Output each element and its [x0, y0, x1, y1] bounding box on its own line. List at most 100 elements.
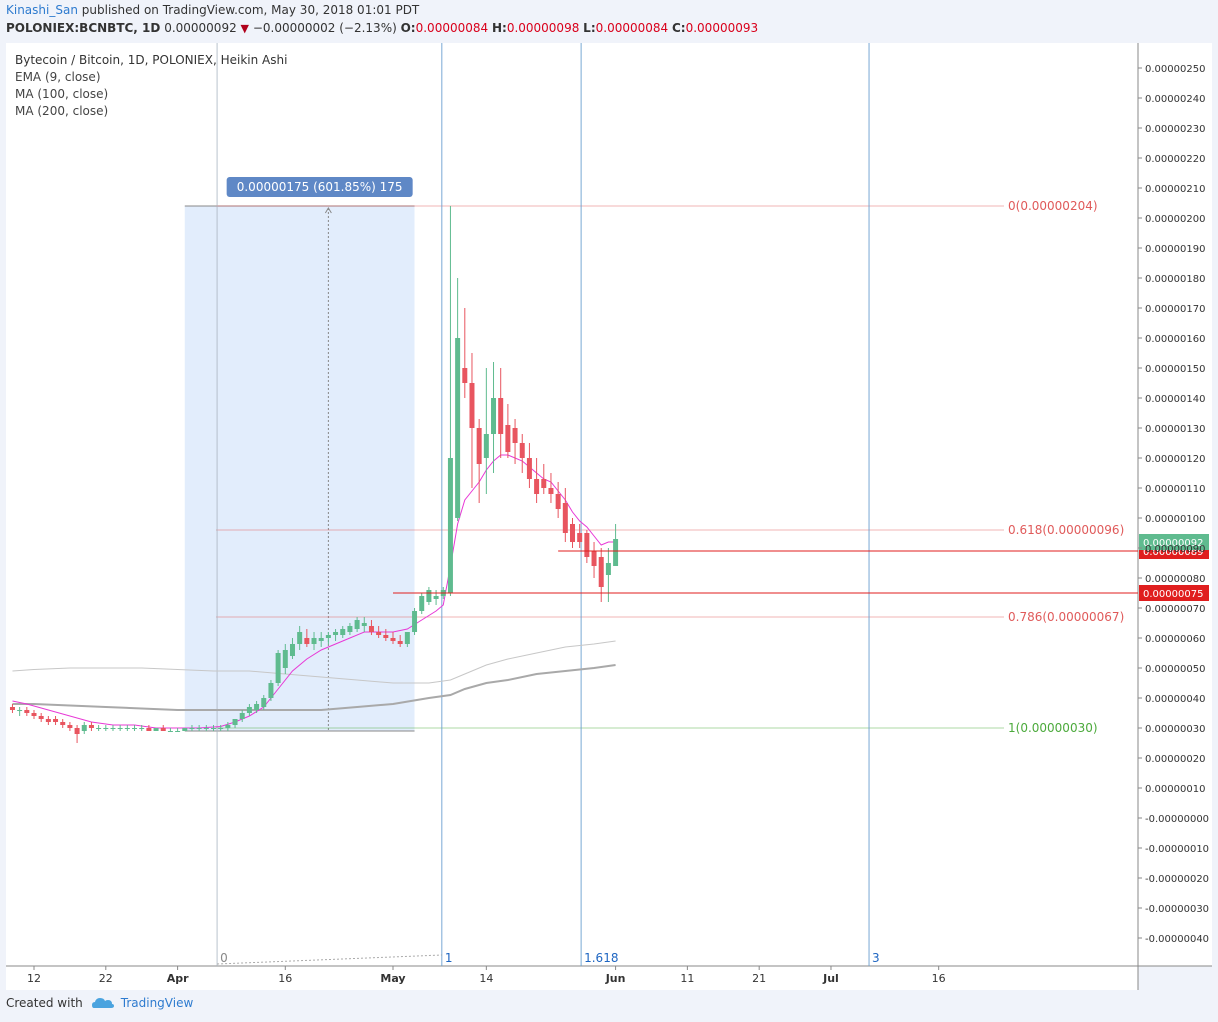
candle-body[interactable]: [304, 638, 310, 644]
candle-body[interactable]: [153, 728, 159, 731]
candle-body[interactable]: [598, 557, 604, 587]
candle-body[interactable]: [110, 728, 116, 729]
candle-body[interactable]: [103, 728, 109, 729]
candle-body[interactable]: [519, 443, 525, 458]
time-fib-trend: [217, 954, 442, 965]
candle-body[interactable]: [383, 635, 389, 638]
candle-body[interactable]: [469, 383, 475, 428]
brand-name[interactable]: TradingView: [120, 996, 194, 1010]
candle-body[interactable]: [455, 338, 461, 518]
candle-body[interactable]: [613, 539, 619, 566]
legend-ma200[interactable]: MA (200, close): [15, 104, 108, 118]
candle-body[interactable]: [340, 629, 346, 635]
candle-body[interactable]: [275, 653, 281, 683]
candle-body[interactable]: [412, 611, 418, 632]
candle-body[interactable]: [45, 719, 51, 722]
candle-body[interactable]: [268, 683, 274, 698]
legend-ema9[interactable]: EMA (9, close): [15, 70, 101, 84]
candle-body[interactable]: [88, 725, 94, 728]
candle-body[interactable]: [605, 563, 611, 575]
candle-body[interactable]: [254, 704, 260, 710]
candle-body[interactable]: [117, 728, 123, 729]
plot-area[interactable]: [6, 43, 1138, 966]
author-link[interactable]: Kinashi_San: [6, 3, 78, 17]
candle-body[interactable]: [498, 398, 504, 434]
candle-body[interactable]: [347, 626, 353, 632]
ma100-line[interactable]: [12, 640, 616, 684]
candle-body[interactable]: [196, 728, 202, 729]
tradingview-brand[interactable]: TradingView: [91, 996, 194, 1010]
candle-body[interactable]: [261, 698, 267, 707]
candle-body[interactable]: [175, 731, 181, 732]
candle-body[interactable]: [211, 728, 216, 729]
candle-body[interactable]: [182, 728, 188, 731]
range-box[interactable]: [184, 206, 415, 731]
candle-body[interactable]: [246, 707, 252, 713]
candle-body[interactable]: [577, 533, 583, 542]
candle-body[interactable]: [203, 728, 209, 729]
candle-body[interactable]: [526, 458, 532, 479]
candle-body[interactable]: [333, 632, 339, 635]
candle-body[interactable]: [476, 428, 482, 464]
time-axis[interactable]: [6, 966, 1138, 990]
candle-body[interactable]: [74, 728, 80, 734]
candle-body[interactable]: [53, 719, 59, 722]
candle-body[interactable]: [282, 650, 288, 668]
candle-body[interactable]: [239, 713, 245, 719]
candle-body[interactable]: [311, 638, 317, 644]
candle-body[interactable]: [534, 479, 540, 494]
candle-body[interactable]: [232, 719, 238, 725]
candle-body[interactable]: [390, 638, 396, 641]
candle-body[interactable]: [318, 638, 324, 641]
candle-body[interactable]: [9, 707, 15, 710]
candle-body[interactable]: [218, 728, 224, 729]
candle-body[interactable]: [361, 623, 367, 626]
candle-body[interactable]: [591, 551, 597, 566]
candle-body[interactable]: [404, 632, 410, 644]
candle-body[interactable]: [189, 728, 195, 729]
candle-body[interactable]: [555, 494, 561, 509]
price-axis[interactable]: [1138, 43, 1212, 966]
y-tick-label: 0.00000210: [1145, 184, 1205, 195]
candle-body[interactable]: [146, 728, 152, 731]
candle-body[interactable]: [548, 488, 554, 494]
legend-ma100[interactable]: MA (100, close): [15, 87, 108, 101]
candle-body[interactable]: [81, 725, 87, 731]
candle-body[interactable]: [368, 626, 374, 632]
candle-body[interactable]: [31, 713, 37, 716]
candle-body[interactable]: [132, 728, 138, 729]
candle-body[interactable]: [225, 725, 231, 728]
candle-body[interactable]: [139, 728, 145, 729]
candle-body[interactable]: [397, 641, 403, 644]
candle-body[interactable]: [376, 632, 382, 635]
candle-body[interactable]: [570, 524, 575, 542]
high-label: H:: [491, 21, 507, 35]
candle-body[interactable]: [297, 632, 303, 644]
candle-body[interactable]: [491, 398, 497, 434]
candle-body[interactable]: [96, 728, 102, 729]
candle-body[interactable]: [483, 434, 489, 458]
candle-body[interactable]: [160, 728, 166, 731]
candle-body[interactable]: [67, 725, 73, 728]
candle-body[interactable]: [512, 428, 518, 443]
candle-body[interactable]: [24, 710, 30, 713]
candle-body[interactable]: [325, 635, 331, 638]
candle-body[interactable]: [541, 479, 547, 488]
candle-body[interactable]: [17, 710, 23, 711]
ma200-line[interactable]: [12, 664, 616, 711]
candle-body[interactable]: [419, 596, 425, 611]
candle-body[interactable]: [60, 722, 66, 725]
candle-body[interactable]: [447, 458, 453, 593]
candle-body[interactable]: [584, 533, 590, 557]
candle-body[interactable]: [38, 716, 44, 719]
candle-body[interactable]: [167, 731, 173, 732]
candle-body[interactable]: [562, 503, 568, 533]
candle-body[interactable]: [505, 425, 511, 452]
candle-body[interactable]: [462, 368, 468, 383]
candle-body[interactable]: [426, 590, 432, 602]
candle-body[interactable]: [124, 728, 130, 729]
candle-body[interactable]: [433, 596, 439, 599]
candle-body[interactable]: [289, 644, 295, 656]
candle-body[interactable]: [354, 620, 360, 629]
